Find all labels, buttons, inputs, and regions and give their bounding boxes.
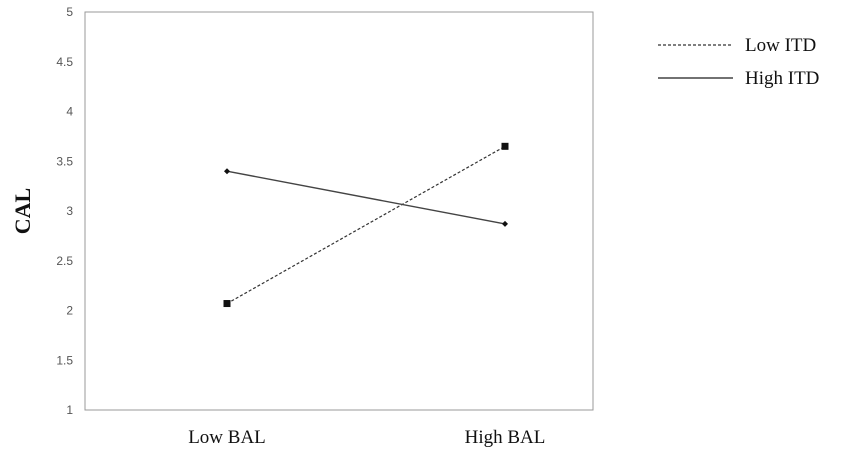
data-point-marker bbox=[223, 300, 231, 308]
x-axis-categories: Low BAL High BAL bbox=[188, 427, 545, 448]
y-tick-label: 1 bbox=[66, 403, 73, 417]
x-category-label: High BAL bbox=[465, 427, 546, 448]
y-tick-label: 2.5 bbox=[56, 254, 73, 268]
series-line-1 bbox=[226, 170, 506, 225]
y-tick-label: 1.5 bbox=[56, 353, 73, 367]
y-tick-label: 4 bbox=[66, 105, 73, 119]
legend-label-1: High ITD bbox=[745, 68, 819, 89]
y-tick-label: 2 bbox=[66, 304, 73, 318]
plot-area bbox=[84, 11, 594, 411]
y-axis-label: CAL bbox=[10, 188, 35, 234]
y-tick-label: 3 bbox=[66, 204, 73, 218]
y-tick-label: 4.5 bbox=[56, 55, 73, 69]
y-tick-label: 3.5 bbox=[56, 154, 73, 168]
series-line-0 bbox=[226, 145, 506, 305]
data-point-marker bbox=[501, 142, 509, 150]
series-group bbox=[223, 142, 509, 308]
x-category-label: Low BAL bbox=[188, 427, 266, 448]
legend: Low ITD High ITD bbox=[658, 35, 819, 89]
data-point-marker bbox=[224, 168, 230, 175]
data-point-marker bbox=[502, 220, 508, 227]
y-axis-ticks: 1 1.5 2 2.5 3 3.5 4 4.5 5 bbox=[56, 5, 73, 417]
legend-label-0: Low ITD bbox=[745, 35, 816, 56]
y-tick-label: 5 bbox=[66, 5, 73, 19]
